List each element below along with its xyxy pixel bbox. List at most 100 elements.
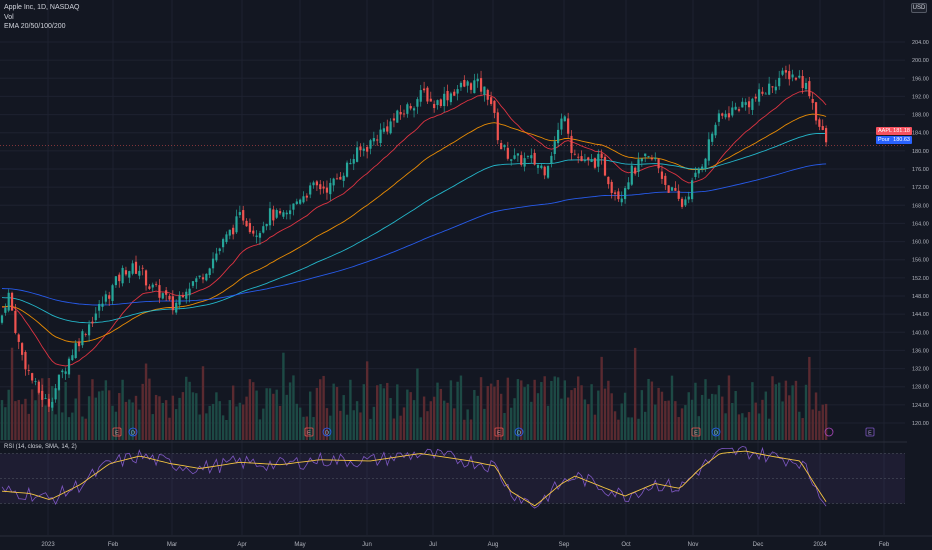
candle-body: [597, 153, 600, 167]
volume-bar: [231, 385, 235, 440]
candle-body: [255, 235, 258, 237]
candle-body: [396, 110, 399, 123]
volume-bar: [315, 387, 319, 440]
candle-body: [821, 126, 824, 130]
candle-body: [265, 223, 268, 227]
volume-bar: [754, 402, 757, 440]
candle-body: [563, 116, 566, 122]
volume-bar: [406, 389, 409, 440]
candle-body: [764, 93, 767, 95]
volume-bar: [124, 401, 128, 440]
volume-bar: [781, 401, 784, 440]
volume-bar: [369, 418, 372, 440]
volume-bar: [175, 409, 178, 440]
volume-bar: [312, 417, 315, 440]
volume-bar: [262, 408, 265, 440]
price-axis-label: 132.00: [912, 367, 929, 373]
time-axis[interactable]: 2023 Feb Mar Apr May Jun Jul Aug Sep Oct Nov Dec 202…: [0, 535, 932, 548]
volume-bar: [402, 407, 406, 440]
candle-body: [624, 188, 627, 200]
candle-body: [64, 371, 67, 374]
volume-bar: [258, 419, 262, 440]
volume-bar: [824, 403, 828, 440]
candle-body: [392, 118, 396, 121]
volume-bar: [238, 402, 242, 440]
candle-body: [600, 153, 603, 158]
candle-body: [553, 141, 556, 155]
time-axis-label: May: [294, 542, 305, 548]
rsi-legend[interactable]: RSI (14, close, SMA, 14, 2): [4, 444, 77, 450]
volume-bar: [57, 388, 61, 440]
price-axis-label: 192.00: [912, 94, 929, 100]
volume-bar: [731, 403, 734, 440]
earnings-marker: E: [112, 427, 122, 437]
volume-bar: [278, 405, 282, 440]
volume-bar: [4, 407, 7, 440]
candle-body: [761, 91, 764, 94]
marker-letter: D: [517, 431, 521, 437]
volume-bar: [71, 412, 74, 440]
candle-body: [416, 99, 419, 107]
symbol-title[interactable]: Apple Inc, 1D, NASDAQ: [4, 4, 80, 11]
volume-bar: [10, 347, 14, 440]
candle-body: [423, 88, 426, 91]
candle-body: [319, 184, 322, 190]
currency-button[interactable]: USD: [911, 3, 927, 13]
candle-body: [540, 165, 543, 168]
price-axis-label: 180.00: [912, 149, 929, 155]
volume-bar: [486, 386, 489, 440]
candle-body: [433, 103, 436, 109]
candle-body: [791, 74, 794, 78]
ema-lines: [0, 90, 905, 367]
candle-body: [567, 118, 570, 134]
candle-body: [118, 274, 121, 282]
volume-bar: [0, 400, 4, 440]
candle-body: [593, 158, 597, 168]
volume-bar: [808, 356, 811, 440]
candle-body: [583, 160, 586, 162]
aapl-tag-label: AAPL: [878, 128, 893, 134]
candle-body: [473, 80, 476, 94]
volume-bar: [459, 375, 463, 440]
volume-bar: [292, 375, 295, 440]
volume-legend[interactable]: Vol: [4, 13, 14, 21]
candle-body: [711, 133, 714, 142]
candle-body: [81, 331, 84, 346]
volume-bar: [319, 379, 322, 440]
marker-letter: E: [115, 431, 119, 437]
candle-body: [188, 288, 191, 296]
candle-body: [94, 313, 97, 321]
volume-bar: [409, 392, 412, 440]
volume-bar: [362, 384, 365, 440]
candle-body: [674, 188, 677, 191]
time-axis-label: Oct: [621, 542, 631, 548]
volume-bar: [667, 400, 670, 440]
volume-bar: [690, 399, 694, 440]
candle-body: [610, 181, 613, 193]
volume-bar: [355, 401, 359, 440]
candle-body: [205, 273, 208, 281]
price-axis[interactable]: 204.00 200.00 196.00 192.00 188.00 184.00 180.…: [907, 0, 932, 550]
ema-20-line: [2, 90, 827, 367]
volume-bar: [530, 401, 533, 440]
chart-grid: [0, 0, 905, 535]
candle-body: [238, 212, 241, 216]
volume-bar: [138, 409, 141, 440]
candle-body: [144, 270, 148, 286]
price-axis-label: 148.00: [912, 294, 929, 300]
candle-body: [500, 142, 503, 150]
volume-bar: [111, 405, 114, 440]
candle-body: [543, 166, 546, 176]
candle-body: [252, 230, 255, 234]
volume-bar: [429, 401, 432, 440]
candle-body: [496, 112, 499, 141]
candle-body: [74, 343, 77, 358]
candle-body: [660, 171, 664, 179]
marker-circle: [322, 427, 332, 437]
candle-body: [727, 113, 731, 118]
marker-letter: D: [131, 431, 135, 437]
volume-bar: [466, 409, 469, 440]
ema-legend[interactable]: EMA 20/50/100/200: [4, 23, 66, 30]
